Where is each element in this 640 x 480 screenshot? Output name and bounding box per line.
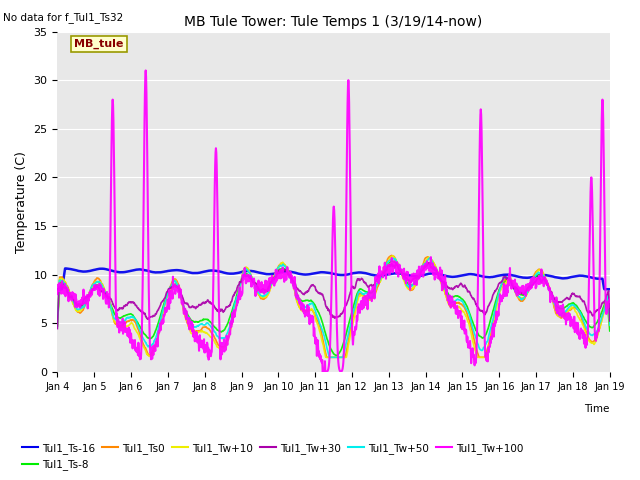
Text: No data for f_Tul1_Ts32: No data for f_Tul1_Ts32 <box>3 12 124 23</box>
Text: Time: Time <box>584 404 610 414</box>
Legend: Tul1_Ts-16, Tul1_Ts-8, Tul1_Ts0, Tul1_Tw+10, Tul1_Tw+30, Tul1_Tw+50, Tul1_Tw+100: Tul1_Ts-16, Tul1_Ts-8, Tul1_Ts0, Tul1_Tw… <box>18 439 527 474</box>
Title: MB Tule Tower: Tule Temps 1 (3/19/14-now): MB Tule Tower: Tule Temps 1 (3/19/14-now… <box>184 15 483 29</box>
Y-axis label: Temperature (C): Temperature (C) <box>15 151 28 252</box>
Text: MB_tule: MB_tule <box>74 39 124 49</box>
